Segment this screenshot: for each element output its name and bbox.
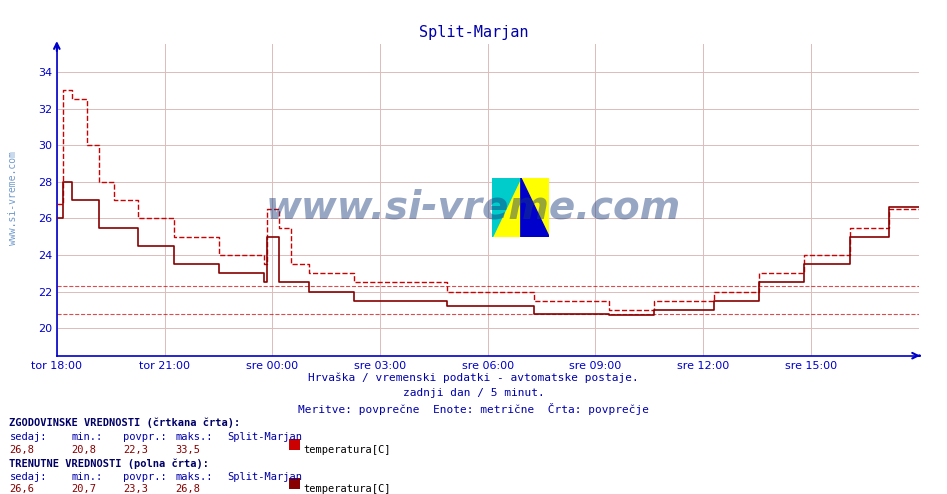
Text: povpr.:: povpr.: <box>123 472 167 482</box>
Text: Meritve: povprečne  Enote: metrične  Črta: povprečje: Meritve: povprečne Enote: metrične Črta:… <box>298 403 649 414</box>
Text: min.:: min.: <box>71 432 102 442</box>
Text: maks.:: maks.: <box>175 472 213 482</box>
Text: temperatura[C]: temperatura[C] <box>303 484 390 494</box>
Text: temperatura[C]: temperatura[C] <box>303 445 390 454</box>
Text: 26,8: 26,8 <box>9 445 34 454</box>
Text: www.si-vreme.com: www.si-vreme.com <box>266 189 681 226</box>
Text: povpr.:: povpr.: <box>123 432 167 442</box>
Text: TRENUTNE VREDNOSTI (polna črta):: TRENUTNE VREDNOSTI (polna črta): <box>9 458 209 469</box>
Text: 22,3: 22,3 <box>123 445 148 454</box>
Text: min.:: min.: <box>71 472 102 482</box>
Text: 20,8: 20,8 <box>71 445 96 454</box>
Text: 26,8: 26,8 <box>175 484 200 494</box>
Text: sedaj:: sedaj: <box>9 472 47 482</box>
Text: Split-Marjan: Split-Marjan <box>227 432 302 442</box>
Text: Split-Marjan: Split-Marjan <box>419 25 528 40</box>
Text: 33,5: 33,5 <box>175 445 200 454</box>
Polygon shape <box>492 178 521 237</box>
Polygon shape <box>521 178 549 237</box>
Text: sedaj:: sedaj: <box>9 432 47 442</box>
Text: zadnji dan / 5 minut.: zadnji dan / 5 minut. <box>402 388 545 398</box>
Text: 20,7: 20,7 <box>71 484 96 494</box>
Text: maks.:: maks.: <box>175 432 213 442</box>
Text: 23,3: 23,3 <box>123 484 148 494</box>
Text: Split-Marjan: Split-Marjan <box>227 472 302 482</box>
Text: 26,6: 26,6 <box>9 484 34 494</box>
Text: www.si-vreme.com: www.si-vreme.com <box>8 151 18 245</box>
Text: ZGODOVINSKE VREDNOSTI (črtkana črta):: ZGODOVINSKE VREDNOSTI (črtkana črta): <box>9 417 241 428</box>
Text: Hrvaška / vremenski podatki - avtomatske postaje.: Hrvaška / vremenski podatki - avtomatske… <box>308 373 639 383</box>
